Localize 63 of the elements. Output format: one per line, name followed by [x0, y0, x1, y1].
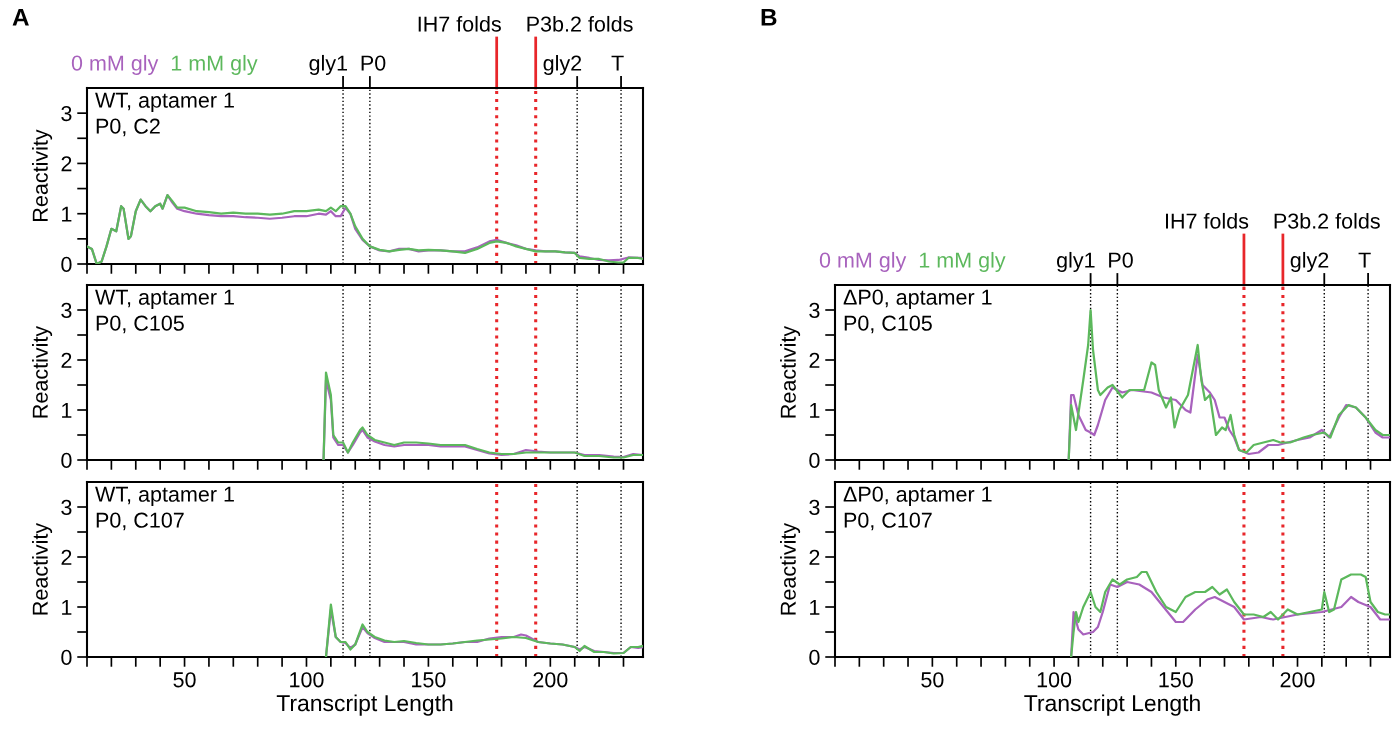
x-tick-label: 200: [1280, 672, 1315, 688]
annotation: P0, C2: [96, 118, 160, 137]
y-tick-label: 2: [809, 549, 820, 565]
y-tick-label: 0: [809, 649, 820, 666]
ref-line-label: gly1: [1057, 251, 1095, 272]
y-axis-title: Reactivity: [780, 522, 801, 615]
ref-line-label: P3b.2 folds: [527, 15, 633, 32]
y-tick-label: 2: [61, 549, 72, 565]
ref-line-label: gly1: [309, 54, 347, 75]
x-axis-title: Transcript Length: [276, 694, 453, 716]
y-tick-label: 1: [62, 599, 72, 615]
ref-line-label: T: [1358, 252, 1371, 268]
annotation: P0, C105: [844, 315, 932, 334]
text: 0 mM gly: [71, 54, 159, 75]
ref-line-label: P3b.2 folds: [1274, 212, 1380, 229]
x-tick-label: 150: [412, 672, 446, 688]
y-axis-title: Reactivity: [32, 325, 53, 418]
chart-title: B: [761, 8, 777, 26]
y-tick-label: 1: [62, 206, 72, 222]
ref-line-label: P0: [361, 55, 386, 71]
x-tick-label: 150: [1159, 672, 1193, 688]
ref-line-label: IH7 folds: [418, 15, 501, 32]
x-tick-label: 100: [290, 672, 324, 688]
y-axis-title: Reactivity: [32, 522, 53, 615]
annotation: P0, C107: [96, 512, 184, 531]
ref-line-label: IH7 folds: [1165, 212, 1249, 229]
x-tick-label: 100: [1037, 672, 1072, 688]
y-tick-label: 2: [61, 156, 72, 172]
text: 0 mM gly: [819, 251, 907, 272]
y-tick-label: 1: [810, 402, 820, 418]
y-tick-label: 2: [809, 352, 820, 368]
y-tick-label: 3: [61, 499, 72, 516]
ref-line-label: T: [611, 55, 624, 71]
annotation: WT, aptamer 1: [95, 486, 234, 507]
y-tick-label: 3: [809, 499, 820, 516]
y-tick-label: 3: [809, 302, 820, 319]
y-tick-label: 0: [61, 256, 72, 273]
ref-line-label: gly2: [543, 54, 582, 75]
y-axis-title: Reactivity: [32, 129, 53, 221]
chart-title: A: [12, 8, 29, 26]
annotation: WT, aptamer 1: [95, 289, 234, 310]
y-tick-label: 0: [61, 649, 72, 666]
y-axis-title: Reactivity: [780, 325, 801, 418]
ref-line-label: P0: [1109, 252, 1133, 268]
x-tick-label: 50: [921, 672, 944, 688]
annotation: WT, aptamer 1: [95, 92, 234, 113]
annotation: ΔP0, aptamer 1: [843, 289, 992, 310]
text: 1 mM gly: [171, 54, 258, 75]
y-tick-label: 0: [809, 452, 820, 469]
ref-line-label: gly2: [1290, 251, 1329, 272]
y-tick-label: 1: [62, 402, 72, 418]
x-tick-label: 50: [173, 672, 196, 688]
annotation: P0, C107: [844, 512, 932, 531]
y-tick-label: 3: [61, 302, 72, 319]
x-axis-title: Transcript Length: [1024, 694, 1200, 716]
y-tick-label: 2: [61, 352, 72, 368]
y-tick-label: 1: [810, 599, 820, 615]
y-tick-label: 3: [61, 105, 72, 122]
text: 1 mM gly: [919, 251, 1006, 272]
y-tick-label: 0: [61, 452, 72, 469]
x-tick-label: 200: [533, 672, 568, 688]
annotation: P0, C105: [96, 315, 184, 334]
annotation: ΔP0, aptamer 1: [843, 486, 992, 507]
